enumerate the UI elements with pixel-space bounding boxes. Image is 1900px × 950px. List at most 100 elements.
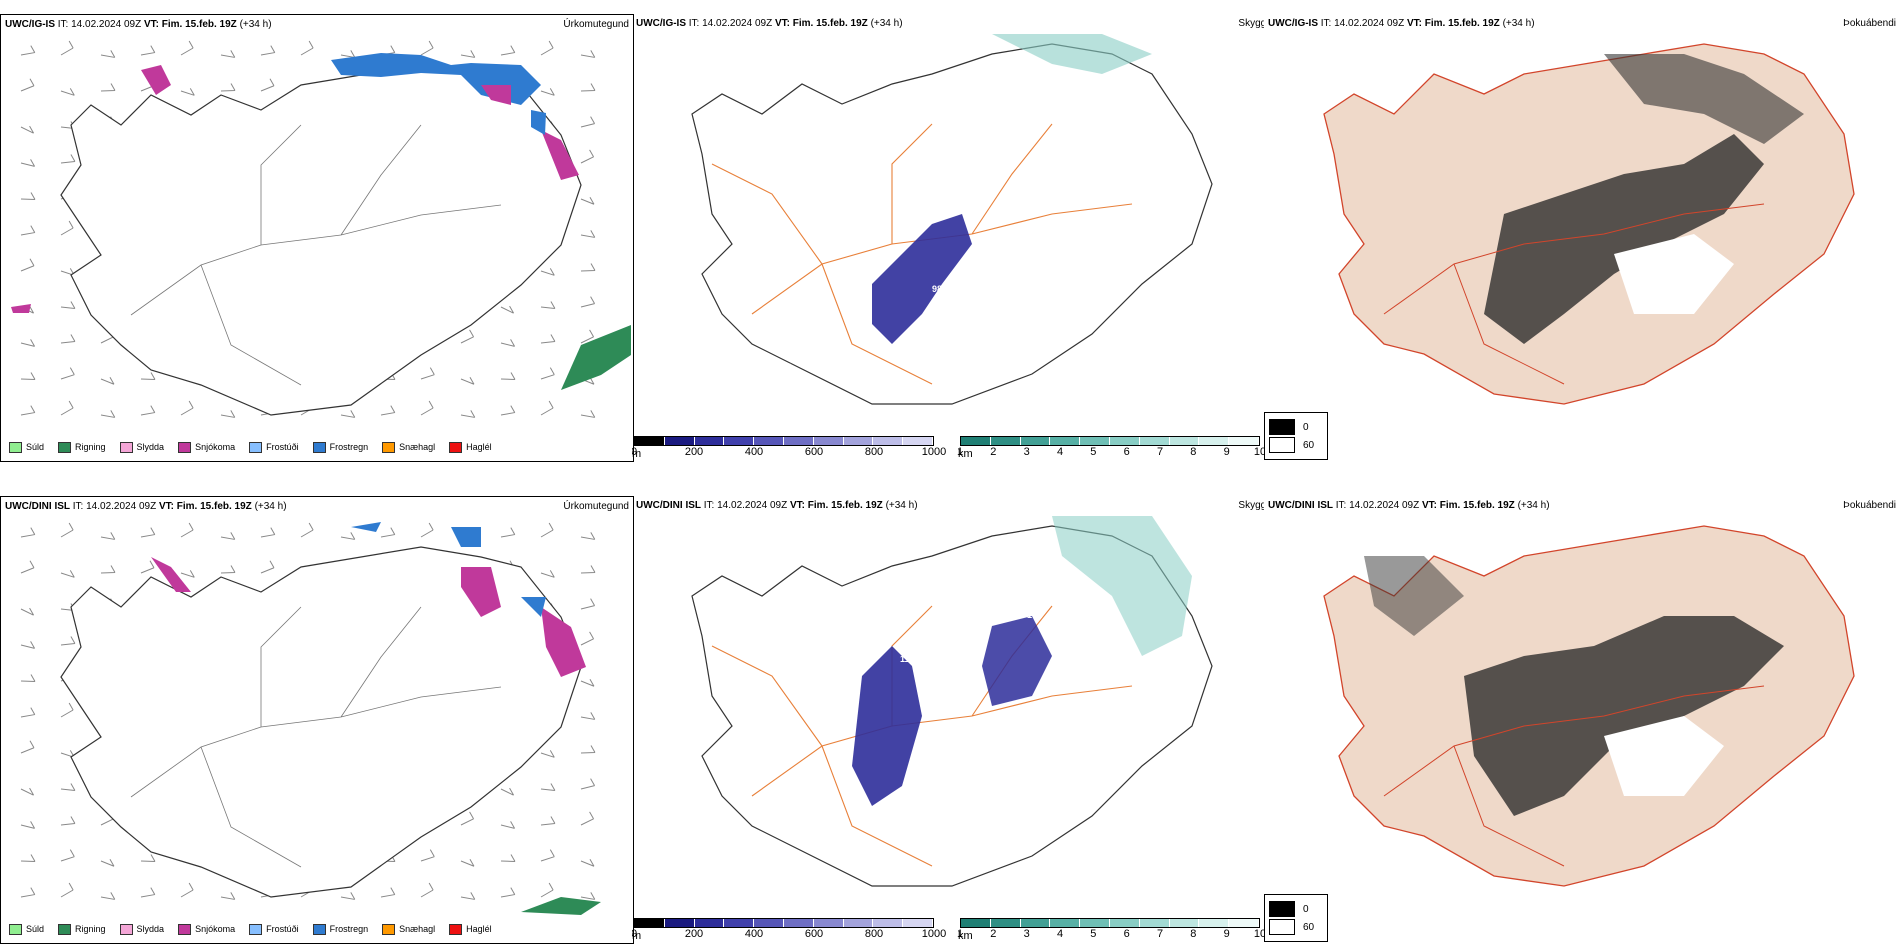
wind-barb [540, 400, 554, 416]
legend-swatch [382, 441, 396, 453]
scale-tick-label: 0 [632, 928, 638, 940]
wind-barb [540, 522, 554, 538]
legend-label: Slydda [136, 924, 165, 934]
wind-barb [20, 527, 36, 538]
wind-barb [420, 882, 434, 898]
wind-barb [100, 858, 115, 867]
scale-tick-label: 1000 [921, 446, 947, 458]
legend-label: Súld [26, 924, 45, 934]
wind-barb [140, 854, 156, 862]
scale-color-step [724, 437, 755, 445]
wind-barb [340, 410, 356, 418]
wind-barb [380, 527, 396, 538]
fog-panel-row2: UWC/DINI ISL IT: 14.02.2024 09Z VT: Fim.… [1264, 496, 1900, 942]
scale-color-step [754, 919, 784, 927]
wind-barb [580, 230, 596, 238]
scale-tick-label: 400 [744, 928, 764, 940]
wind-barb [60, 702, 74, 718]
wind-barb [420, 849, 435, 862]
wind-barb [100, 83, 116, 92]
scale-color-step [1109, 437, 1140, 445]
legend-label: Snæhagl [399, 442, 436, 452]
legend-swatch [178, 441, 192, 453]
wind-barb [540, 40, 554, 56]
wind-barb [100, 565, 116, 574]
panel-title: UWC/DINI ISL IT: 14.02.2024 09Z VT: Fim.… [1268, 500, 1550, 511]
scale-meters: 0 200 400 600 800 1000 m [632, 918, 946, 942]
wind-barb [20, 225, 36, 236]
wind-barb [20, 854, 36, 862]
scale-tick-label: 600 [804, 928, 824, 940]
panel-title: UWC/IG-IS IT: 14.02.2024 09Z VT: Fim. 15… [636, 18, 903, 29]
cloud-base-label: 98 [932, 284, 942, 294]
wind-barb [580, 83, 596, 92]
legend-swatch [119, 923, 133, 935]
legend-swatch [312, 441, 326, 453]
wind-barb [60, 40, 74, 56]
wind-barb [180, 570, 195, 578]
wind-barb [540, 750, 555, 758]
scale-color-step [903, 437, 933, 445]
cloud-base-label: 96 [928, 319, 938, 329]
scale-tick-label: 6 [1123, 928, 1130, 940]
wind-barb [180, 400, 194, 416]
cloud-base-label: 206 [942, 338, 957, 348]
wind-barb [100, 532, 116, 540]
wind-barb [460, 50, 476, 58]
legend-label: Frostúði [266, 924, 299, 934]
legend-swatch [449, 441, 463, 453]
scale-color-step [1020, 919, 1051, 927]
scale-color-step [1139, 437, 1170, 445]
wind-barb [500, 405, 516, 416]
fog-panel-row1: UWC/IG-IS IT: 14.02.2024 09Z VT: Fim. 15… [1264, 14, 1900, 460]
legend-swatch [249, 441, 263, 453]
legend-label: Rigning [75, 924, 106, 934]
wind-barb [460, 858, 475, 867]
scale-color-step [1050, 437, 1081, 445]
scale-color-step [1229, 437, 1259, 445]
scale-color-step [635, 437, 665, 445]
scale-color-step [1080, 919, 1110, 927]
wind-barb [20, 674, 36, 682]
wind-barb [220, 83, 236, 92]
scale-color-step [961, 437, 991, 445]
wind-barb [60, 334, 76, 344]
scale-color-step [1139, 919, 1170, 927]
wind-barb [20, 560, 35, 574]
legend-item: Snæhagl [382, 441, 436, 453]
legend-label: Frostregn [329, 924, 369, 934]
iceland-fog-map [1323, 525, 1855, 887]
scale-color-step [1050, 919, 1081, 927]
scale-tick-label: 1 [956, 928, 964, 940]
wind-barb [60, 570, 75, 578]
visibility-panel-row1: UWC/IG-IS IT: 14.02.2024 09Z VT: Fim. 15… [632, 14, 1264, 460]
wind-barb [180, 88, 195, 96]
wind-barb [540, 88, 555, 96]
scale-tick-label: 1 [956, 446, 964, 458]
scale-color-step [813, 437, 844, 445]
legend-label: Haglél [466, 924, 492, 934]
wind-barb [580, 149, 595, 164]
wind-barb [300, 40, 314, 56]
wind-barb [540, 783, 556, 791]
wind-barb [460, 811, 475, 826]
scale-meters: 0 200 400 600 800 1000 m [632, 436, 946, 460]
wind-barb [60, 882, 74, 898]
wind-barb [100, 410, 116, 418]
scale-tick-label: 0 [632, 446, 638, 458]
legend-swatch [249, 923, 263, 935]
wind-barb [500, 339, 516, 347]
scale-color-step [635, 919, 665, 927]
wind-barb [580, 329, 595, 344]
scale-color-step [813, 919, 844, 927]
wind-barb [580, 811, 595, 826]
scale-tick-label: 7 [1156, 446, 1164, 458]
scale-color-step [961, 919, 991, 927]
scale-color-step [783, 437, 814, 445]
wind-barb [20, 787, 35, 796]
wind-barb [540, 849, 555, 862]
panel-title: UWC/IG-IS IT: 14.02.2024 09Z VT: Fim. 15… [5, 19, 272, 30]
wind-barb [260, 560, 275, 574]
cloud-base-label: 124 [892, 580, 907, 590]
